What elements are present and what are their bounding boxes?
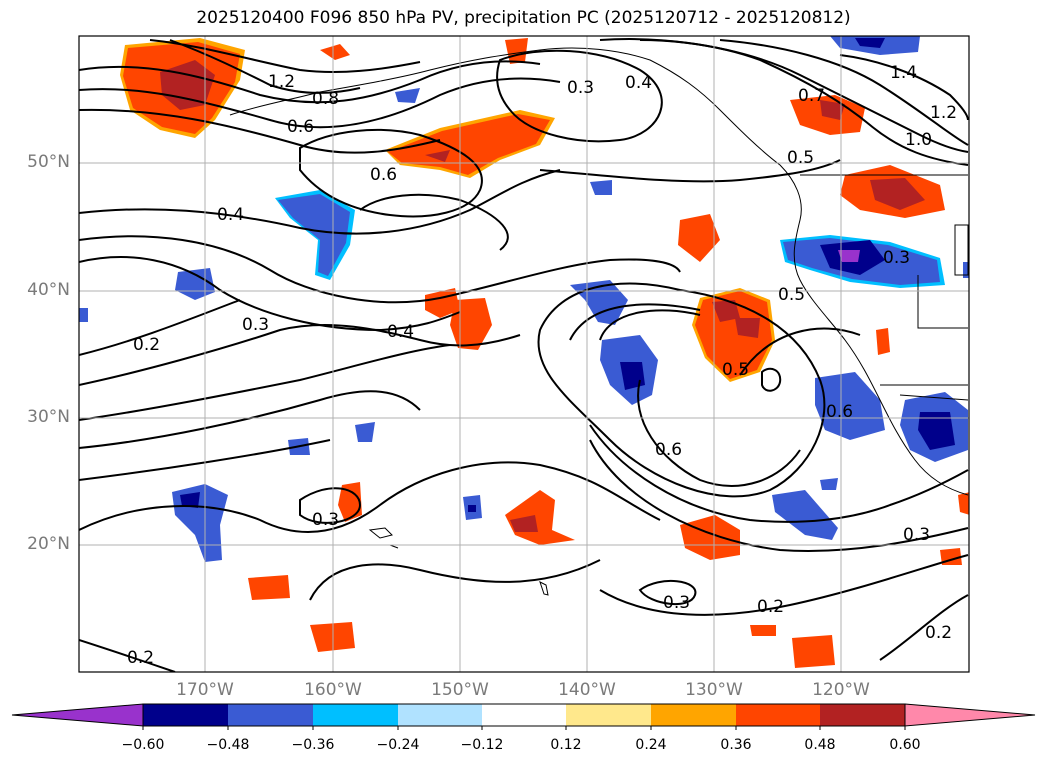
contour-label: 0.7 [798,86,825,106]
contour-label: 1.2 [930,103,957,123]
map-layers: 1.2 0.8 0.6 0.3 0.4 0.7 1.4 1.2 1.0 0.5 … [79,36,969,672]
contour-label: 0.5 [722,360,749,380]
contour-label: 0.2 [925,623,952,643]
colorbar-tick: 0.48 [804,737,836,753]
pv-contours [79,38,969,672]
lon-label-120w: 120°W [812,680,870,700]
lon-label-130w: 130°W [685,680,743,700]
contour-label: 0.4 [387,322,414,342]
contour-label: 0.2 [133,335,160,355]
contour-label: 0.5 [778,285,805,305]
contour-label: 0.6 [655,440,682,460]
lat-label-40n: 40°N [27,280,70,300]
map-frame [78,35,970,673]
contour-label: 0.6 [287,117,314,137]
contour-label: 0.3 [242,315,269,335]
colorbar-tick: −0.48 [206,737,250,753]
colorbar-tick: −0.24 [376,737,420,753]
contour-label: 0.2 [127,648,154,668]
colorbar-tick: −0.60 [121,737,165,753]
colorbar-tick: 0.12 [550,737,582,753]
contour-label: 0.6 [826,402,853,422]
colorbar-tick: −0.36 [291,737,335,753]
lat-label-30n: 30°N [27,407,70,427]
lon-label-160w: 160°W [304,680,362,700]
lat-label-50n: 50°N [27,152,70,172]
contour-label: 0.3 [567,78,594,98]
contour-label: 0.4 [217,205,244,225]
contour-label: 0.5 [787,148,814,168]
graticule [79,36,969,672]
contour-label: 0.3 [663,593,690,613]
contour-label: 0.3 [883,248,910,268]
contour-label: 1.2 [268,72,295,92]
contour-label: 0.6 [370,165,397,185]
contour-label: 0.8 [312,89,339,109]
contour-label: 0.3 [312,510,339,530]
lon-label-150w: 150°W [431,680,489,700]
colorbar-tick: −0.12 [460,737,504,753]
colorbar [11,703,1036,730]
contour-label: 1.0 [905,130,932,150]
contour-label: 1.4 [890,63,917,83]
contour-labels: 1.2 0.8 0.6 0.3 0.4 0.7 1.4 1.2 1.0 0.5 … [127,63,957,668]
lon-label-140w: 140°W [558,680,616,700]
map-title: 2025120400 F096 850 hPa PV, precipitatio… [196,8,851,28]
colorbar-tick: 0.24 [635,737,667,753]
contour-label: 0.3 [903,525,930,545]
lat-label-20n: 20°N [27,534,70,554]
lon-label-170w: 170°W [176,680,234,700]
colorbar-tick: 0.36 [720,737,752,753]
contour-label: 0.4 [625,73,652,93]
colorbar-tick: 0.60 [889,737,921,753]
contour-label: 0.2 [757,597,784,617]
